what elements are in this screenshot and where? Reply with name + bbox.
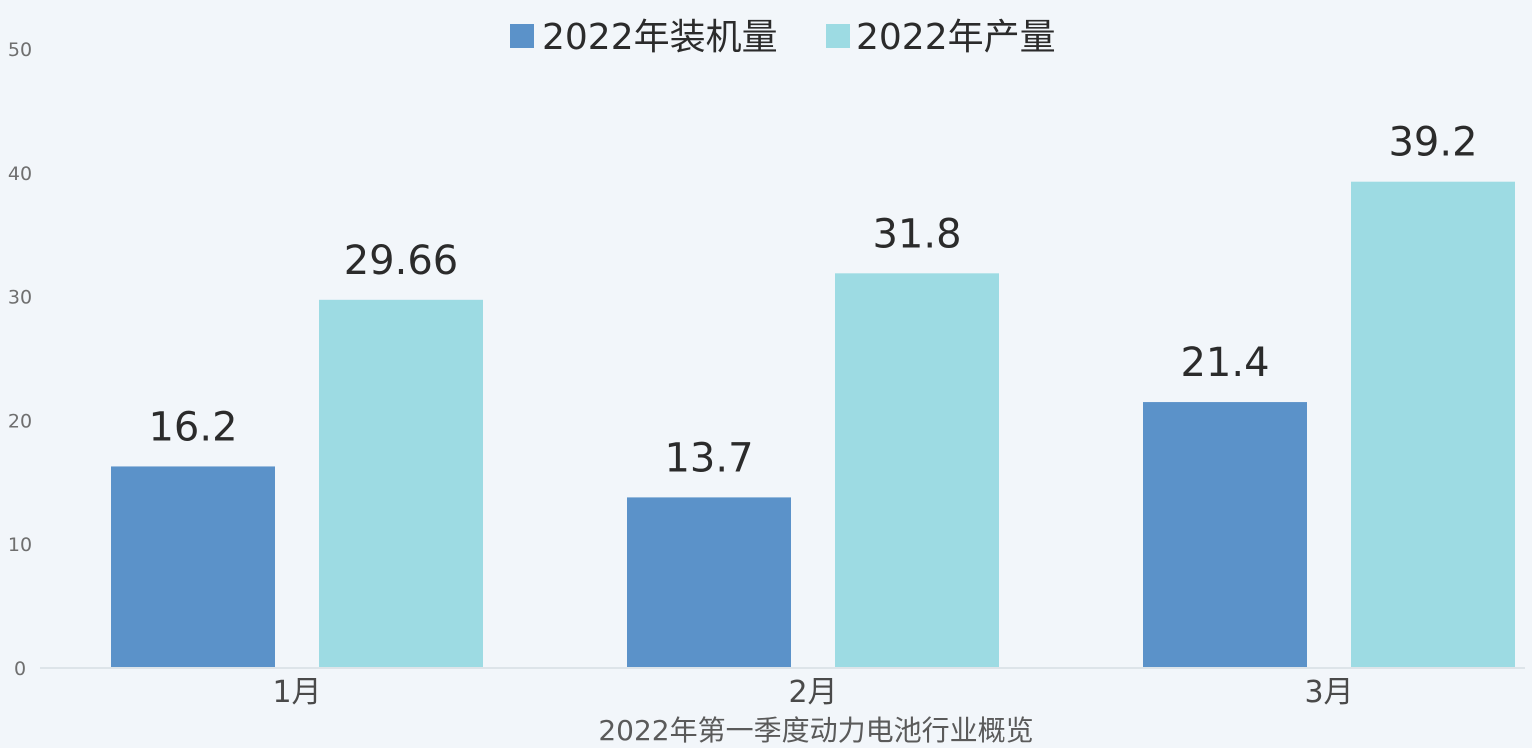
legend-swatch	[510, 24, 534, 48]
y-tick-label: 40	[8, 163, 32, 185]
bar-value-label: 29.66	[344, 238, 459, 284]
bar-output-2	[835, 273, 999, 667]
y-tick-label: 50	[8, 39, 32, 61]
y-tick-label: 0	[14, 658, 26, 680]
bar-value-label: 16.2	[148, 404, 237, 450]
bar-value-label: 39.2	[1388, 120, 1477, 166]
bar-installed-1	[111, 466, 275, 667]
legend: 2022年装机量 2022年产量	[510, 17, 1056, 58]
y-tick-label: 30	[8, 287, 32, 309]
legend-swatch	[826, 24, 850, 48]
bars	[111, 181, 1515, 668]
bar-value-label: 31.8	[872, 211, 961, 257]
x-axis: 1月 2月 3月	[272, 675, 1353, 710]
x-tick-label: 2月	[788, 675, 837, 710]
y-tick-label: 10	[8, 534, 32, 556]
bar-output-1	[319, 299, 483, 667]
y-axis: 0 10 20 30 40 50	[8, 39, 1525, 680]
x-axis-label: 2022年第一季度动力电池行业概览	[598, 714, 1033, 747]
data-labels: 16.2 13.7 21.4 29.66 31.8 39.2	[148, 120, 1477, 482]
bar-installed-2	[627, 497, 791, 667]
y-tick-label: 20	[8, 410, 32, 432]
bar-installed-3	[1143, 402, 1307, 667]
x-tick-label: 1月	[272, 675, 321, 710]
bar-output-3	[1351, 181, 1515, 668]
legend-label: 2022年产量	[856, 17, 1056, 58]
bar-value-label: 21.4	[1180, 340, 1269, 386]
x-tick-label: 3月	[1304, 675, 1353, 710]
bar-value-label: 13.7	[664, 435, 753, 481]
legend-label: 2022年装机量	[542, 17, 778, 58]
